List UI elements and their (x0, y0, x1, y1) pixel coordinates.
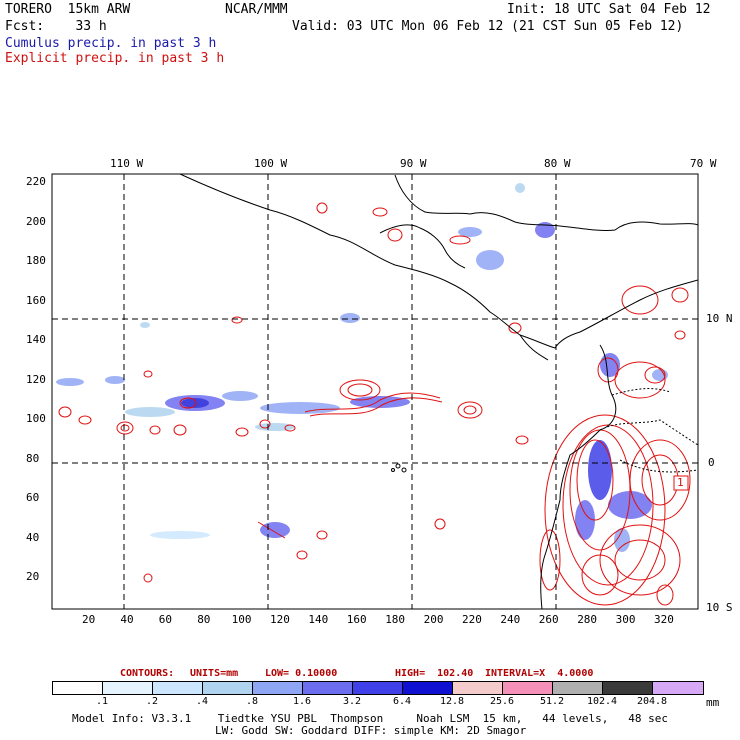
colorbar-label: .4 (195, 696, 209, 707)
y-tick-label: 80 (26, 451, 40, 465)
marker-label: 1 (677, 476, 684, 489)
x-tick-label: 280 (577, 613, 598, 626)
lat-lon-grid (52, 174, 698, 609)
marker-box (673, 475, 689, 491)
model-name: TORERO 15km ARW (5, 2, 131, 17)
x-tick-label: 220 (462, 613, 482, 626)
colorbar-swatch (52, 681, 103, 695)
cumulus-legend: Cumulus precip. in past 3 h (5, 36, 217, 51)
colorbar-swatch (402, 681, 453, 695)
colorbar-swatch (552, 681, 603, 695)
map-frame (51, 173, 699, 610)
lon-label-70w: 70 W (690, 157, 717, 170)
x-tick-label: 300 (615, 613, 636, 626)
colorbar-label: 25.6 (489, 696, 515, 707)
colorbar-swatch (602, 681, 653, 695)
model-info-line2: LW: Godd SW: Goddard DIFF: simple KM: 2D… (215, 724, 527, 737)
colorbar-label: .8 (245, 696, 259, 707)
colorbar-swatch (202, 681, 253, 695)
x-tick-label: 240 (500, 613, 521, 626)
colorbar-swatch (302, 681, 353, 695)
lon-label-90w: 90 W (400, 157, 427, 170)
y-tick-label: 200 (26, 214, 46, 228)
colorbar-swatch (502, 681, 553, 695)
forecast-hour: Fcst: 33 h (5, 19, 107, 34)
model-info-line1: Model Info: V3.3.1 Tiedtke YSU PBL Thomp… (72, 712, 669, 725)
contour-high: HIGH= 102.40 (395, 668, 474, 679)
lon-label-80w: 80 W (544, 157, 571, 170)
colorbar-swatch (352, 681, 403, 695)
contour-units: UNITS=mm (190, 668, 239, 679)
explicit-legend: Explicit precip. in past 3 h (5, 51, 225, 66)
lat-label-0: 0 (708, 456, 715, 469)
x-tick-label: 200 (423, 613, 444, 626)
colorbar-label: 1.6 (292, 696, 312, 707)
x-tick-label: 180 (385, 613, 406, 626)
x-tick-label: 40 (120, 613, 134, 626)
valid-time: Valid: 03 UTC Mon 06 Feb 12 (21 CST Sun … (292, 19, 684, 34)
coastlines (179, 174, 698, 609)
x-tick-label: 20 (82, 613, 96, 626)
contour-interval: INTERVAL=X 4.0000 (485, 668, 594, 679)
y-tick-label: 140 (26, 333, 46, 346)
colorbar-label: .1 (95, 696, 109, 707)
colorbar-swatch (452, 681, 503, 695)
colorbar-swatch (152, 681, 203, 695)
x-tick-label: 260 (538, 613, 559, 626)
colorbar-label: 204.8 (636, 696, 668, 707)
colorbar-label: 6.4 (392, 696, 412, 707)
y-tick-label: 220 (26, 175, 46, 188)
x-tick-label: 120 (270, 613, 290, 626)
center-name: NCAR/MMM (225, 2, 288, 17)
contour-low: LOW= 0.10000 (265, 668, 338, 679)
colorbar-label: 12.8 (439, 696, 465, 707)
y-tick-label: 100 (26, 412, 46, 425)
x-tick-label: 160 (346, 613, 367, 626)
colorbar-swatch (102, 681, 153, 695)
colorbar-label: 102.4 (586, 696, 618, 707)
y-tick-label: 160 (26, 293, 46, 307)
lat-label-10n: 10 N (706, 312, 733, 325)
colorbar-label: 3.2 (342, 696, 362, 707)
colorbar-label: .2 (145, 696, 159, 707)
x-tick-label: 320 (654, 613, 674, 626)
lat-label-10s: 10 S (706, 601, 733, 614)
colorbar-label: 51.2 (539, 696, 565, 707)
colorbar-swatch (652, 681, 704, 695)
y-tick-label: 40 (26, 530, 40, 544)
x-tick-label: 80 (197, 613, 211, 626)
cumulus-precip-layer (56, 183, 668, 552)
init-time: Init: 18 UTC Sat 04 Feb 12 (507, 2, 711, 17)
y-tick-label: 120 (26, 372, 46, 386)
lon-label-100w: 100 W (254, 157, 288, 170)
colorbar-unit: mm (706, 696, 720, 709)
lon-label-110w: 110 W (110, 157, 144, 170)
y-tick-label: 60 (26, 491, 40, 504)
y-tick-label: 20 (26, 570, 40, 583)
contour-label: CONTOURS: (120, 668, 175, 679)
x-tick-label: 100 (231, 613, 252, 626)
y-tick-label: 180 (26, 254, 46, 267)
colorbar-swatch (252, 681, 303, 695)
x-tick-label: 140 (308, 613, 329, 626)
x-tick-label: 60 (158, 613, 173, 626)
